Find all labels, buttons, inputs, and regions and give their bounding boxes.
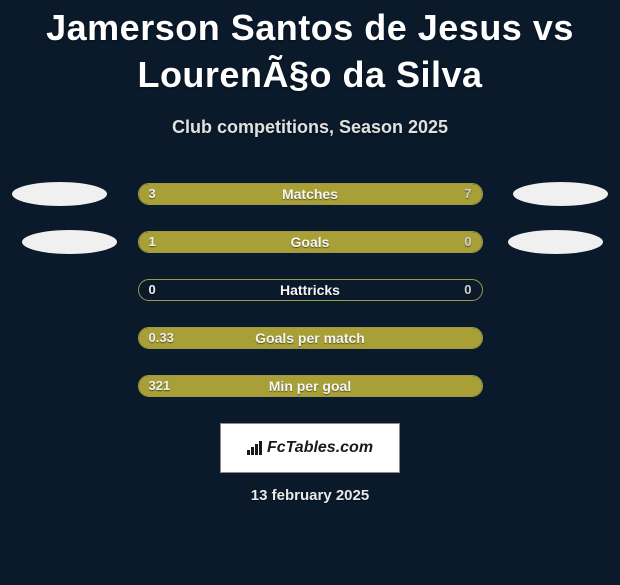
- bar-fill-left: [139, 232, 401, 252]
- stat-row: 0 0Hattricks: [0, 279, 620, 301]
- stat-row: 37Matches: [0, 183, 620, 205]
- bar-track: 10Goals: [138, 231, 483, 253]
- stat-row: 321Min per goal: [0, 375, 620, 397]
- bar-fill: [139, 328, 482, 348]
- subtitle: Club competitions, Season 2025: [0, 117, 620, 138]
- stat-row: 0.33Goals per match: [0, 327, 620, 349]
- stat-label: Hattricks: [139, 280, 482, 300]
- player-blob-right: [513, 182, 608, 206]
- value-left: 0: [149, 280, 156, 300]
- logo-box: FcTables.com: [220, 423, 400, 473]
- bar-track: 37Matches: [138, 183, 483, 205]
- date-label: 13 february 2025: [0, 487, 620, 504]
- player-blob-left: [12, 182, 107, 206]
- logo-text: FcTables.com: [267, 439, 373, 457]
- bar-track: 0.33Goals per match: [138, 327, 483, 349]
- bar-fill-right: [241, 184, 481, 204]
- bar-fill: [139, 376, 482, 396]
- player-blob-right: [508, 230, 603, 254]
- comparison-chart: 37Matches 10Goals 0 0Hattricks 0.33Goals per…: [0, 183, 620, 397]
- bar-fill-right: [401, 232, 482, 252]
- stat-row: 10Goals: [0, 231, 620, 253]
- bars-icon: [247, 441, 263, 455]
- site-logo: FcTables.com: [247, 439, 373, 457]
- bar-fill-left: [139, 184, 242, 204]
- value-right: 0: [464, 280, 471, 300]
- bar-track: 321Min per goal: [138, 375, 483, 397]
- player-blob-left: [22, 230, 117, 254]
- page-title: Jamerson Santos de Jesus vs LourenÃ§o da…: [0, 5, 620, 99]
- bar-track: 0 0Hattricks: [138, 279, 483, 301]
